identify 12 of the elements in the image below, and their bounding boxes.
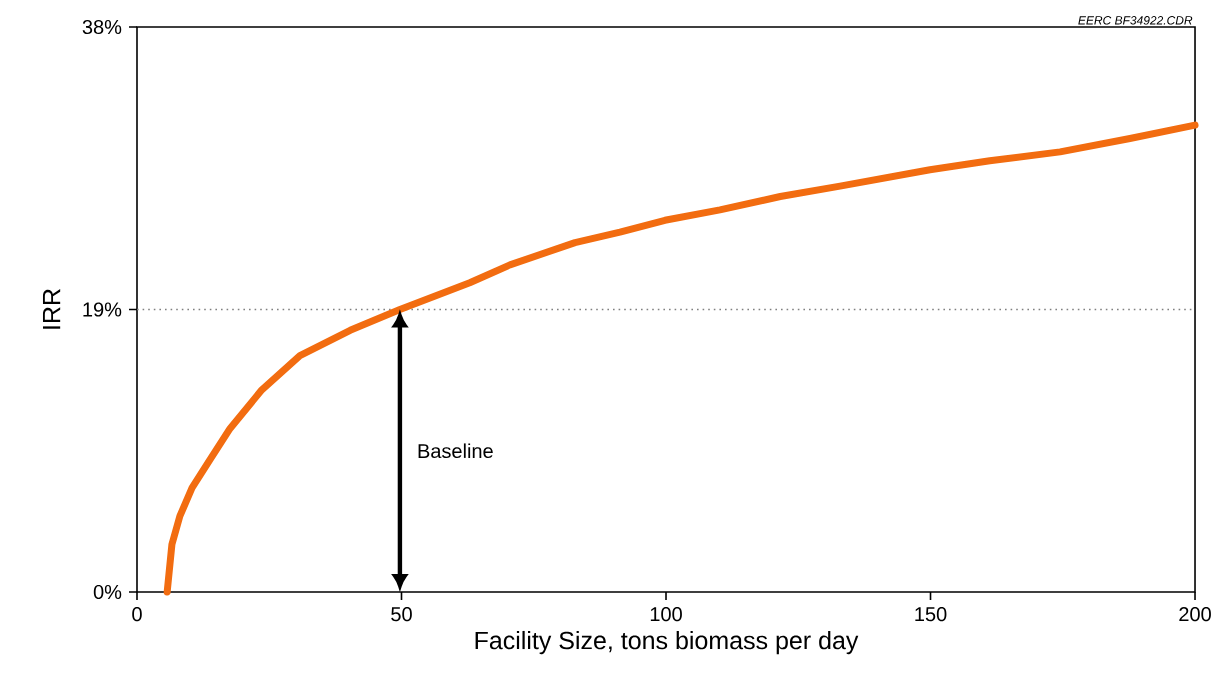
x-tick-label: 50 <box>391 607 412 622</box>
y-tick-label: 19% <box>83 302 122 317</box>
x-tick-label: 0 <box>132 607 142 622</box>
y-axis-title: IRR <box>42 289 61 329</box>
x-tick-label: 200 <box>1179 607 1211 622</box>
y-tick-label: 38% <box>82 19 122 35</box>
text: EERC BF34922.CDR <box>1078 16 1193 25</box>
x-tick-label: 150 <box>915 607 947 622</box>
x-tick-label: 100 <box>650 607 682 622</box>
annotation: Baseline <box>418 443 493 459</box>
x-axis-title: Facility Size, tons biomass per day <box>475 630 859 655</box>
y-tick-label: 0% <box>93 584 122 600</box>
